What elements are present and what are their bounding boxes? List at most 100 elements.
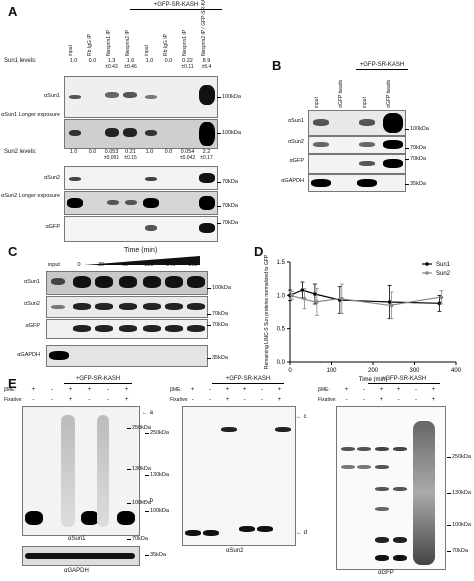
c-col-label: input — [48, 262, 60, 268]
e1-mw-130: 130kDa — [145, 472, 169, 478]
sun2-level-sd: ±0.042 — [179, 155, 196, 161]
data-point — [439, 295, 444, 300]
x-tick-label: 100 — [326, 368, 337, 374]
sun2-level-value: 0.054 — [180, 149, 195, 155]
c-blot-sun2 — [46, 296, 208, 318]
e3-fix-sign: + — [379, 397, 384, 403]
e1-fix-sign: - — [50, 397, 53, 403]
series-line-sun1 — [289, 289, 440, 304]
e3-fix-sign: + — [431, 397, 436, 403]
e1-gapdh-label: αGAPDH — [64, 568, 89, 574]
e2-fix-sign: + — [277, 397, 282, 403]
panel-e-label: E — [8, 376, 17, 391]
c-row-label-sun1: αSun1 — [23, 279, 40, 285]
a-row-label-sun1-long: αSun1 Longer exposure — [1, 112, 60, 118]
panel-d-label: D — [254, 244, 264, 259]
e1-fix-sign: + — [124, 397, 129, 403]
e1-bme-sign: - — [106, 387, 109, 393]
c-blot-gapdh — [46, 345, 208, 367]
panel-b-top-bar: +GFP-SR-KASH — [356, 62, 408, 70]
e2-bme-sign: + — [242, 387, 247, 393]
sun1-level-value: 1.0 — [145, 58, 154, 64]
e1-blot-sun1 — [22, 406, 140, 536]
panel-a-column-labels: input Rb IgG IP Nesprin1 IP Nesprin2 IP inpu… — [64, 0, 224, 56]
panel-c-label: C — [8, 244, 18, 259]
y-tick-label: 0.0 — [277, 360, 286, 366]
e3-mw-130: 130kDa — [447, 490, 471, 496]
e1-mw-250: 250kDa — [145, 430, 169, 436]
e1-fix-sign: + — [68, 397, 73, 403]
c-col-label: 30 — [97, 262, 105, 268]
e1-fix-sign: - — [106, 397, 109, 403]
a-mw-sun1-long: 100kDa — [217, 130, 241, 136]
x-tick-label: 0 — [288, 368, 292, 374]
legend-marker — [425, 262, 429, 266]
e1-arrow-a-label: a — [149, 410, 154, 416]
e2-fix-sign: - — [260, 397, 263, 403]
e2-arrow-d-label: d — [303, 530, 308, 536]
e2-mw-250: 250kDa — [127, 425, 151, 431]
a-row-label-sun1: αSun1 — [43, 93, 60, 99]
a-blot-sun1-long — [64, 119, 218, 149]
c-mw-sun1: 100kDa — [207, 285, 231, 291]
e1-bme-sign: + — [31, 387, 36, 393]
sun2-levels-row: 1.0 0.0 0.053 ±0.051 0.21 ±0.15 1.0 0.0 0.054 ±0.… — [64, 149, 224, 163]
data-point — [302, 296, 307, 301]
a-col-label: input — [143, 45, 150, 56]
x-tick-label: 400 — [451, 368, 462, 374]
sun1-level-value: 8.9 — [202, 58, 211, 64]
a-col-label: Nesprin2 IP — [124, 29, 131, 56]
e3-top-bar: +GFP-SR-KASH — [368, 376, 440, 384]
sun2-level-value: 1.0 — [145, 149, 154, 155]
sun2-level-sd: ±0.15 — [124, 155, 137, 161]
sun1-level-sd: ±6.4 — [201, 64, 212, 70]
a-col-label: Rb IgG IP — [162, 34, 169, 56]
a-mw-sun2-long: 70kDa — [217, 203, 238, 209]
e3-blot-gfp — [336, 406, 446, 570]
series-line-sun2 — [289, 294, 440, 306]
b-row-label-sun2: αSun2 — [287, 139, 304, 145]
e1-fix-sign: - — [32, 397, 35, 403]
e3-mw-250: 250kDa — [447, 454, 471, 460]
c-col-label: 0 — [77, 262, 81, 268]
e2-fix-label: Fixative: — [170, 397, 189, 403]
e2-fix-sign: - — [191, 397, 194, 403]
a-col-label: Nesprin1 IP — [181, 29, 188, 56]
e3-bme-sign: + — [379, 387, 384, 393]
e1-bme-sign: + — [124, 387, 129, 393]
a-mw-sun2: 70kDa — [217, 179, 238, 185]
e1-bme-label: βME: — [4, 387, 16, 393]
b-col-label: input — [314, 97, 320, 108]
c-mw-sun2: 70kDa — [207, 311, 228, 317]
b-col-label: αGFP beads — [386, 79, 392, 108]
sun2-level-value: 0.0 — [88, 149, 97, 155]
y-tick-label: 0.5 — [277, 327, 286, 333]
data-point — [300, 288, 305, 292]
e2-bme-sign: + — [225, 387, 230, 393]
sun2-level-value: 0.0 — [164, 149, 173, 155]
e2-mw-70: 70kDa — [127, 536, 148, 542]
x-tick-label: 300 — [409, 368, 420, 374]
c-col-label: 360 — [188, 262, 198, 268]
a-blot-sun1 — [64, 76, 218, 118]
sun2-level-value: 2.2 — [202, 149, 211, 155]
e3-blot-label: αGFP — [378, 570, 394, 576]
e2-sign-grid: + - + + - + - - + - - + — [184, 387, 288, 405]
e1-mw-gapdh: 35kDa — [145, 552, 166, 558]
x-axis-label: Time (min) — [359, 377, 387, 382]
legend-label: Sun1 — [436, 262, 451, 268]
sun1-level-sd: ±0.46 — [124, 64, 137, 70]
data-point — [340, 296, 344, 301]
data-point — [290, 293, 294, 298]
e2-bme-label: βME: — [170, 387, 182, 393]
sun2-levels-label: Sun2 levels: — [4, 149, 37, 155]
a-col-label: Nesprin2 IP / GFP-SR-KASH IP — [200, 0, 207, 56]
c-time-wedge — [84, 256, 200, 265]
b-col-label: αGFP beads — [338, 79, 344, 108]
e1-bme-sign: + — [87, 387, 92, 393]
e1-arrow-b: ← b — [142, 498, 154, 504]
e2-arrow-c: ← c — [296, 414, 307, 420]
e2-arrow-d: ← d — [296, 530, 308, 536]
e3-bme-sign: - — [414, 387, 417, 393]
e1-bme-sign: - — [50, 387, 53, 393]
